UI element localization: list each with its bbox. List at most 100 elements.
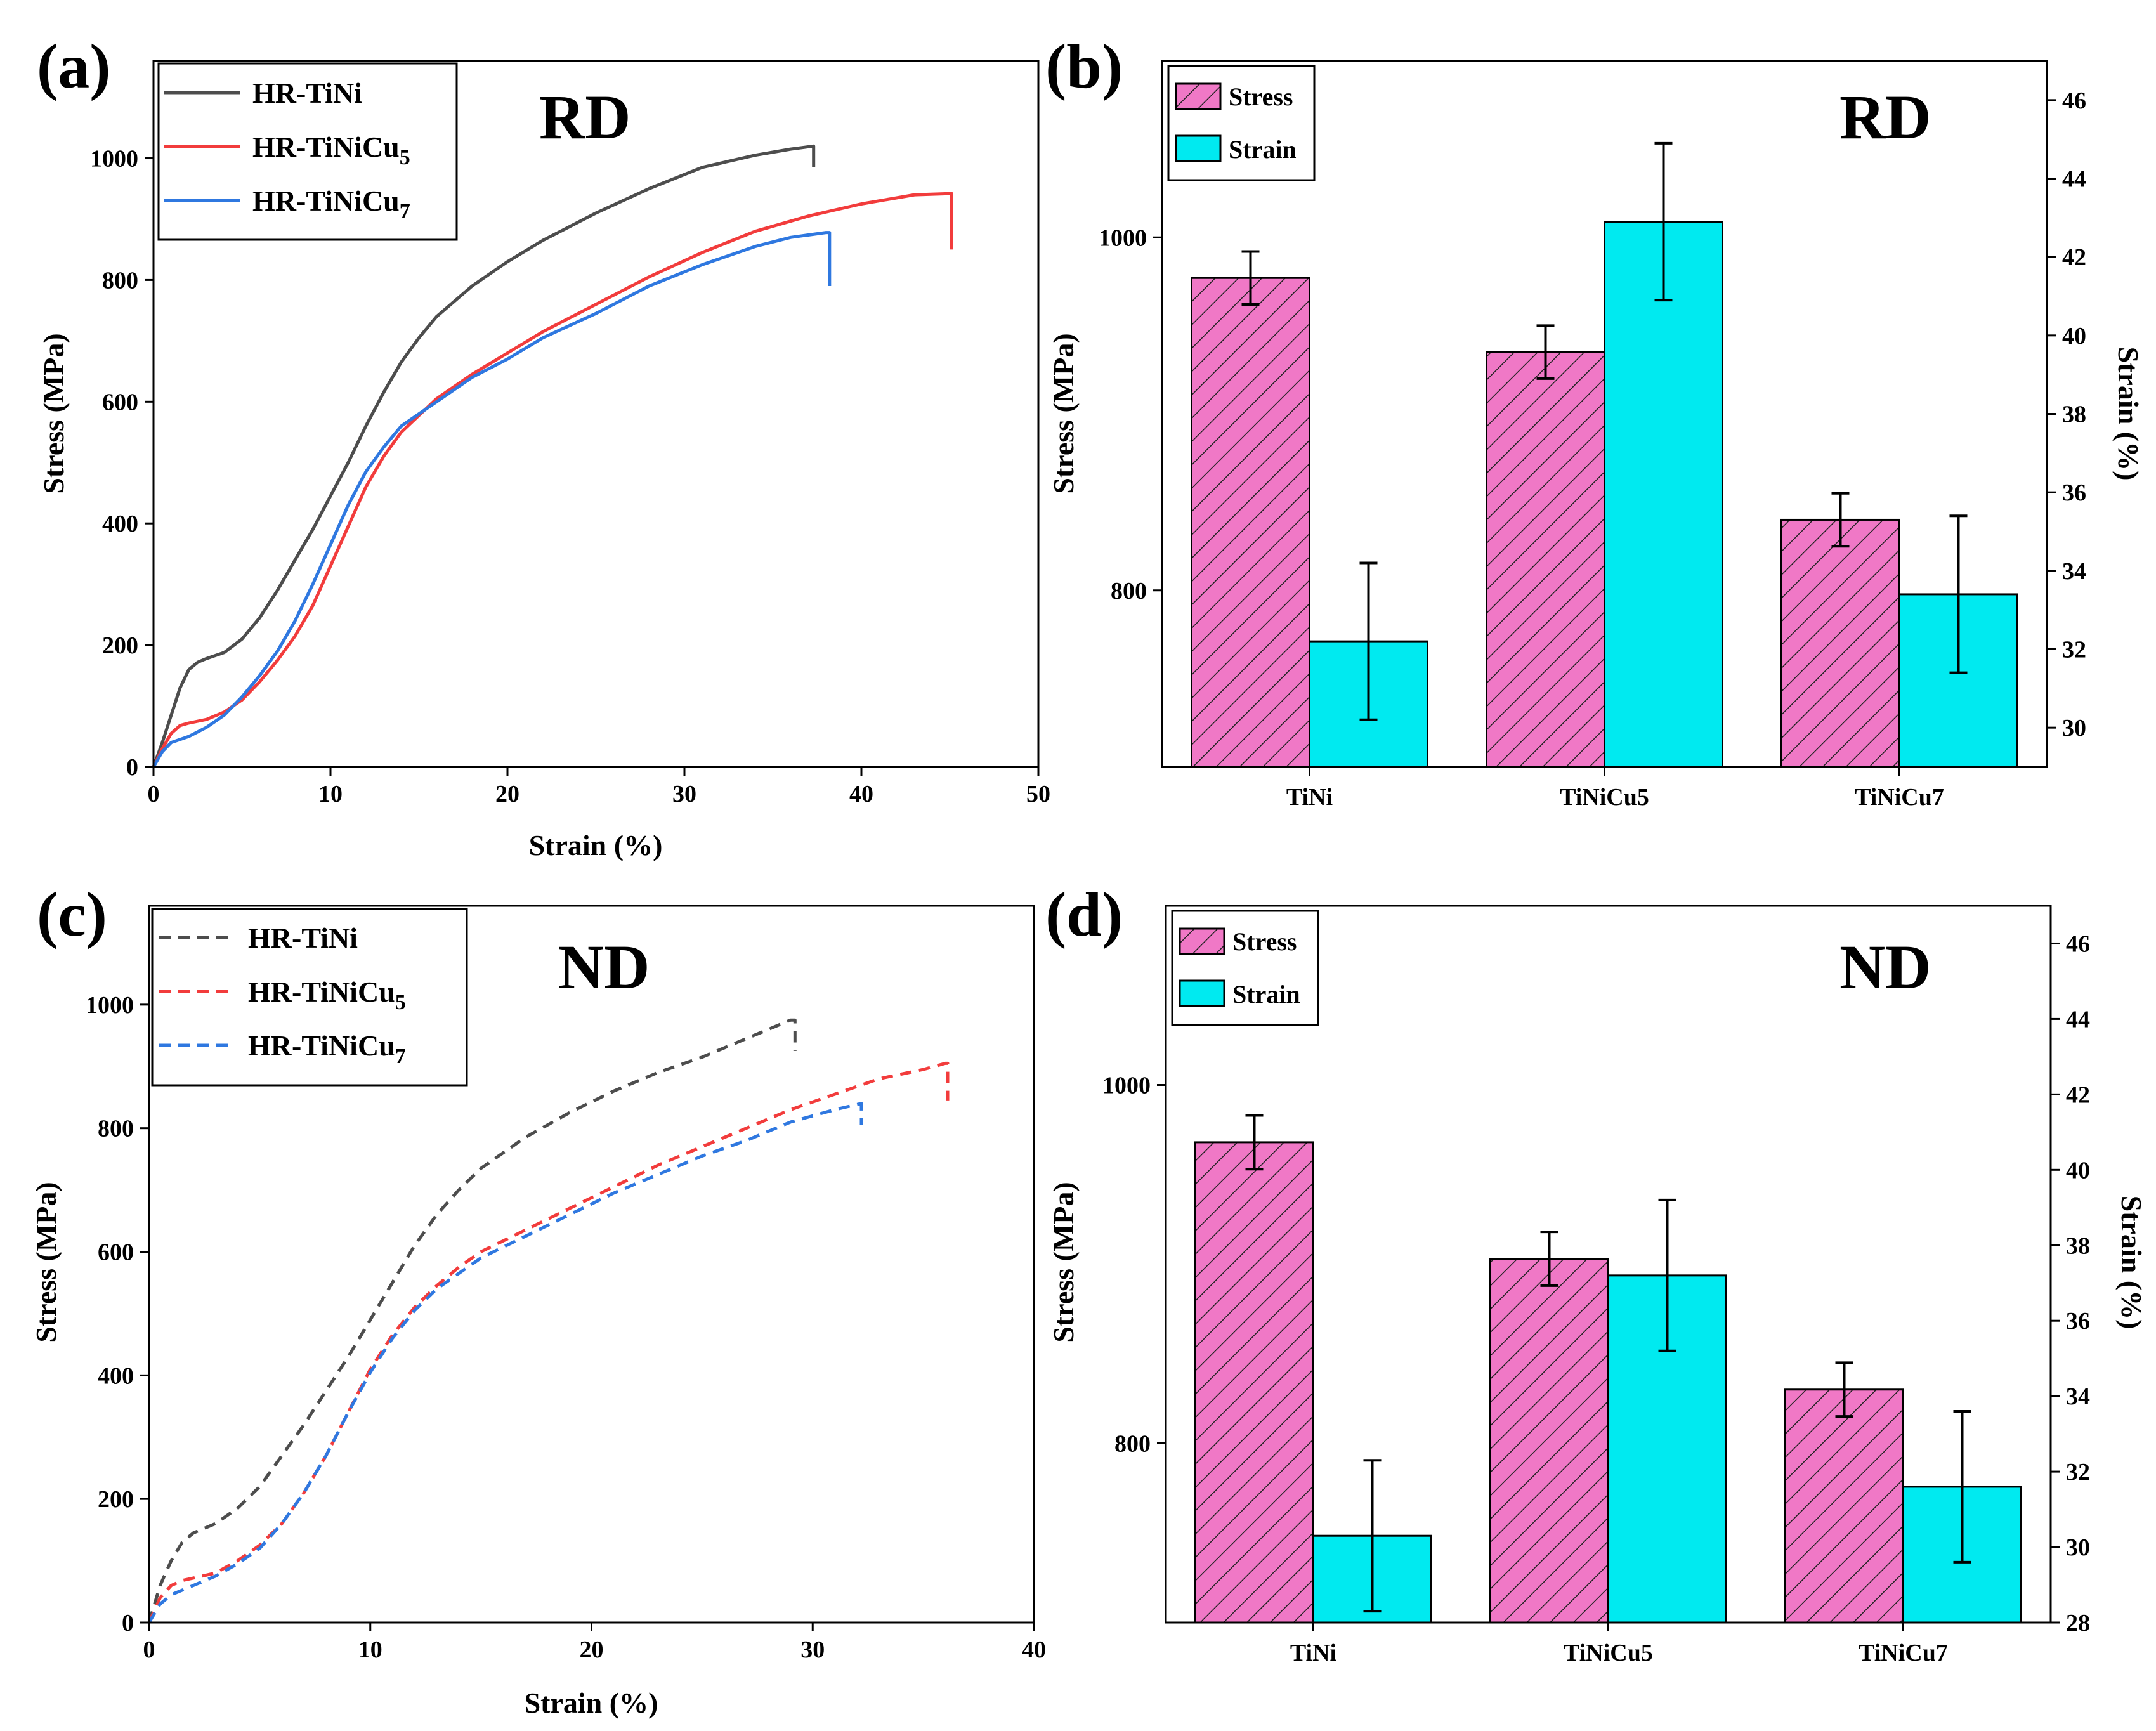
legend-label: HR-TiNi	[248, 922, 358, 954]
legend-swatch-strain	[1175, 134, 1222, 162]
axis-ticks: 800 1000 30 32 34 36 38 40 42 44 46 TiNi TiNiCu5 TiNi…	[1099, 88, 2086, 811]
legend-box	[151, 908, 468, 1087]
panel-d-bar-chart: (d) ND 800 1000 28 30 32 34 36 38 40 42 44 46 TiNi Ti…	[1045, 879, 2148, 1666]
y-tick-label: 400	[98, 1362, 134, 1389]
y2-tick-label: 32	[2062, 637, 2086, 663]
legend-label: HR-TiNi	[252, 77, 362, 109]
plot-area	[147, 1018, 950, 1624]
y2-axis-title: Strain (%)	[2112, 347, 2145, 481]
legend: Stress Strain	[1171, 910, 1319, 1026]
y2-tick-label: 36	[2062, 480, 2086, 506]
y2-tick-label: 30	[2066, 1534, 2090, 1561]
panel-letter: (d)	[1045, 879, 1123, 950]
panel-letter: (c)	[37, 879, 107, 950]
y2-tick-label: 44	[2066, 1006, 2090, 1033]
series-line-hr-tinicu7	[147, 1102, 863, 1624]
orientation-label: RD	[539, 82, 630, 152]
y-tick-label: 200	[102, 632, 138, 659]
y2-tick-label: 40	[2062, 323, 2086, 349]
y2-tick-label: 42	[2066, 1081, 2090, 1108]
series-line-hr-tinicu5	[147, 1061, 950, 1624]
y-tick-label: 1000	[1102, 1073, 1151, 1099]
x-tick-label: 40	[1022, 1636, 1046, 1663]
y-tick-label: 600	[98, 1239, 134, 1266]
y2-tick-label: 46	[2066, 931, 2090, 957]
x-tick-label: TiNi	[1286, 784, 1333, 811]
panel-letter: (b)	[1045, 31, 1123, 101]
plot-frame	[152, 60, 1040, 768]
x-axis-title: Strain (%)	[525, 1687, 658, 1719]
legend: HR-TiNi HR-TiNiCu5 HR-TiNiCu7	[151, 908, 468, 1087]
y-axis-title: Stress (MPa)	[1047, 333, 1080, 493]
legend-label: HR-TiNiCu7	[248, 1029, 406, 1068]
y-tick-label: 1000	[90, 146, 138, 173]
y2-tick-label: 34	[2066, 1383, 2090, 1410]
y-tick-label: 200	[98, 1486, 134, 1513]
y2-tick-label: 38	[2066, 1232, 2090, 1259]
legend-label: HR-TiNiCu5	[252, 131, 410, 169]
stress-bar	[1486, 351, 1605, 768]
y2-tick-label: 40	[2066, 1157, 2090, 1184]
stress-bar	[1784, 1388, 1904, 1624]
orientation-label: ND	[1839, 932, 1931, 1002]
y-axis-title: Stress (MPa)	[1047, 1182, 1080, 1342]
x-tick-label: 20	[580, 1636, 604, 1663]
orientation-label: ND	[558, 932, 650, 1002]
x-tick-label: 20	[495, 781, 519, 807]
y2-tick-label: 28	[2066, 1610, 2090, 1636]
legend-box	[157, 62, 458, 241]
orientation-label: RD	[1839, 82, 1931, 152]
y2-tick-label: 44	[2062, 166, 2086, 193]
x-tick-label: 30	[800, 1636, 825, 1663]
legend-swatch-stress	[1179, 927, 1225, 955]
y-tick-label: 1000	[86, 992, 134, 1019]
y-tick-label: 600	[102, 389, 138, 415]
series-line-hr-tinicu7	[152, 231, 832, 768]
axis-ticks: 800 1000 28 30 32 34 36 38 40 42 44 46 TiNi TiNiCu5 Ti…	[1102, 931, 2090, 1666]
x-tick-label: TiNiCu7	[1855, 784, 1944, 811]
legend-label-stress: Stress	[1229, 82, 1293, 111]
plot-area	[1191, 141, 2018, 768]
y-axis-title: Stress (MPa)	[37, 333, 70, 493]
legend-label: HR-TiNiCu7	[252, 185, 410, 223]
y-tick-label: 400	[102, 511, 138, 537]
y-tick-label: 0	[122, 1610, 134, 1636]
y-tick-label: 1000	[1099, 225, 1147, 251]
x-tick-label: 40	[849, 781, 873, 807]
y-tick-label: 800	[102, 267, 138, 294]
x-tick-label: 0	[143, 1636, 155, 1663]
y2-tick-label: 38	[2062, 402, 2086, 428]
x-tick-label: 10	[358, 1636, 382, 1663]
y-tick-label: 800	[1114, 1431, 1151, 1458]
y2-axis-title: Strain (%)	[2115, 1196, 2148, 1329]
legend-label-strain: Strain	[1229, 135, 1297, 164]
legend-label-stress: Stress	[1232, 927, 1297, 956]
legend-swatch-strain	[1179, 979, 1225, 1007]
y2-tick-label: 42	[2062, 244, 2086, 271]
legend-swatch-stress	[1175, 82, 1222, 110]
strain-bar	[1604, 221, 1723, 768]
panel-letter: (a)	[37, 31, 111, 101]
panel-b-bar-chart: (b) RD 800 1000 30 32 34 36 38 40 42 44 46 TiNi TiNi…	[1045, 31, 2145, 811]
y2-tick-label: 32	[2066, 1459, 2090, 1486]
x-tick-label: TiNiCu7	[1859, 1640, 1948, 1666]
series-line-hr-tini	[147, 1018, 797, 1623]
x-tick-label: 50	[1026, 781, 1050, 807]
y-tick-label: 800	[98, 1116, 134, 1142]
legend: Stress Strain	[1167, 65, 1316, 181]
stress-bar	[1489, 1258, 1609, 1624]
stress-bar	[1194, 1141, 1314, 1624]
x-tick-label: TiNi	[1290, 1640, 1336, 1666]
axis-ticks: 0 10 20 30 40 50 0 200 400 600 800 1000	[90, 146, 1050, 807]
y2-tick-label: 34	[2062, 558, 2086, 585]
y-tick-label: 0	[126, 754, 138, 781]
x-tick-label: 0	[148, 781, 160, 807]
series-line-hr-tinicu5	[152, 192, 953, 768]
x-tick-label: TiNiCu5	[1560, 784, 1649, 811]
x-tick-label: 30	[672, 781, 696, 807]
series-line-hr-tini	[152, 144, 816, 768]
plot-area	[152, 144, 953, 768]
